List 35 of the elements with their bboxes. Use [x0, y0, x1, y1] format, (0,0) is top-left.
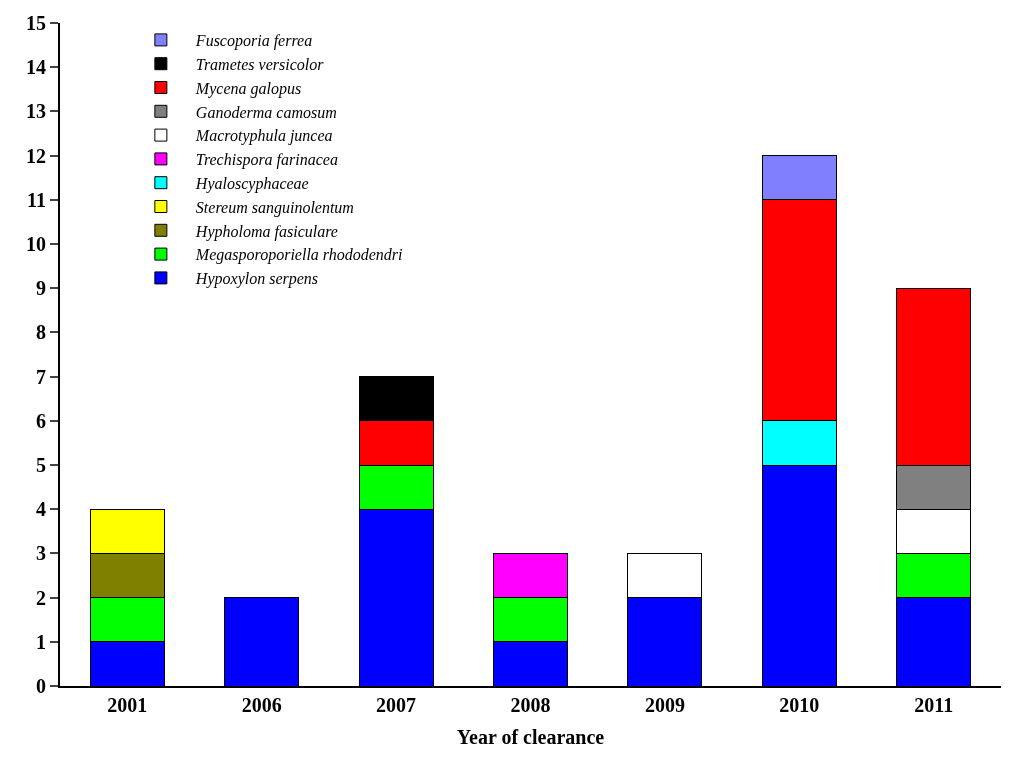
- legend-label: Hypoxylon serpens: [194, 270, 319, 289]
- x-axis-title: Year of clearance: [456, 726, 605, 748]
- legend-label: Hypholoma fasiculare: [194, 222, 338, 241]
- y-tick-label: 13: [26, 100, 46, 123]
- legend-label: Macrotyphula juncea: [194, 127, 333, 146]
- x-tick-label: 2006: [241, 694, 282, 716]
- y-tick-label: 8: [36, 321, 46, 344]
- legend-label: Trechispora farinacea: [195, 151, 338, 170]
- legend-label: Ganoderma camosum: [195, 103, 337, 121]
- y-tick-label: 7: [36, 365, 46, 388]
- y-tick-label: 14: [26, 56, 46, 79]
- y-tick-label: 0: [36, 675, 46, 697]
- y-tick-label: 9: [36, 277, 46, 300]
- x-tick-label: 2001: [107, 694, 148, 716]
- y-tick-label: 6: [36, 409, 46, 432]
- y-tick-label: 3: [36, 542, 46, 565]
- y-tick-label: 12: [26, 144, 46, 167]
- y-tick-label: 1: [36, 630, 46, 653]
- legend-label: Mycena galopus: [194, 79, 302, 98]
- y-tick-label: 15: [26, 12, 46, 34]
- x-tick-label: 2009: [644, 694, 685, 716]
- legend-label: Stereum sanguinolentum: [195, 198, 354, 217]
- x-tick-label: 2008: [510, 694, 551, 716]
- legend-label: Hyaloscyphaceae: [194, 174, 309, 193]
- y-tick-label: 2: [36, 586, 46, 609]
- legend-label: Megasporoporiella rhododendri: [194, 246, 403, 265]
- legend-label: Fuscoporia ferrea: [194, 32, 313, 51]
- legend-label: Trametes versicolor: [195, 55, 325, 73]
- y-tick-label: 10: [26, 233, 46, 255]
- y-tick-label: 11: [27, 188, 46, 211]
- x-tick-label: 2011: [914, 694, 954, 716]
- y-tick-label: 4: [36, 498, 46, 521]
- y-tick-label: 5: [36, 454, 46, 476]
- x-tick-label: 2010: [779, 694, 820, 716]
- x-tick-label: 2007: [376, 694, 417, 716]
